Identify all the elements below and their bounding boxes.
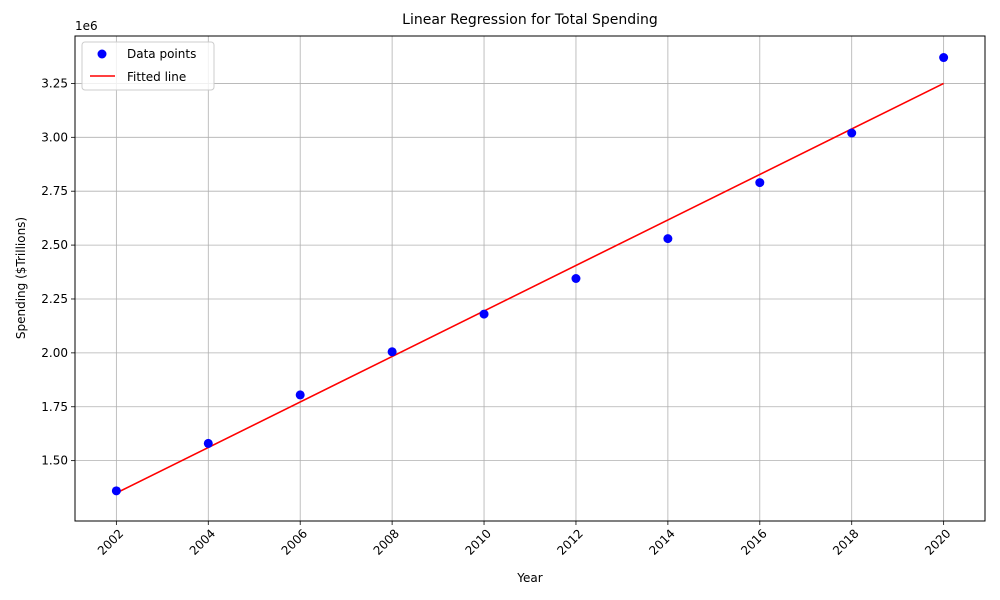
legend-marker-data-points (97, 49, 107, 59)
y-tick-label: 3.25 (41, 76, 68, 90)
data-point (571, 274, 581, 283)
y-axis: 1.50 1.75 2.00 2.25 2.50 2.75 3.00 3.25 (41, 76, 75, 468)
x-axis-label: Year (516, 571, 542, 585)
data-point (203, 438, 213, 448)
data-point (295, 390, 305, 400)
y-tick-label: 2.25 (41, 292, 68, 306)
data-point (847, 128, 857, 138)
legend-box (81, 41, 215, 91)
legend: Data points Fitted line (81, 41, 215, 91)
data-point (755, 178, 765, 188)
y-offset-text: 1e6 (75, 19, 98, 33)
series-layer (111, 53, 949, 496)
data-point (479, 309, 489, 319)
data-point (111, 486, 121, 496)
legend-label-data-points: Data points (127, 47, 196, 61)
chart-title: Linear Regression for Total Spending (402, 12, 658, 28)
y-tick-label: 2.00 (41, 346, 68, 360)
y-tick-label: 2.75 (41, 184, 68, 198)
legend-label-fitted-line: Fitted line (127, 70, 186, 84)
data-point (387, 347, 397, 357)
data-point (663, 234, 673, 244)
y-tick-label: 1.50 (41, 454, 68, 468)
y-tick-label: 1.75 (41, 400, 68, 414)
y-tick-label: 2.50 (41, 238, 68, 252)
y-axis-label: Spending ($Trillions) (14, 217, 28, 339)
data-point (939, 53, 949, 63)
plot-frame (74, 35, 986, 522)
grid (75, 36, 985, 521)
fitted-line (116, 82, 944, 494)
y-tick-label: 3.00 (41, 130, 68, 144)
